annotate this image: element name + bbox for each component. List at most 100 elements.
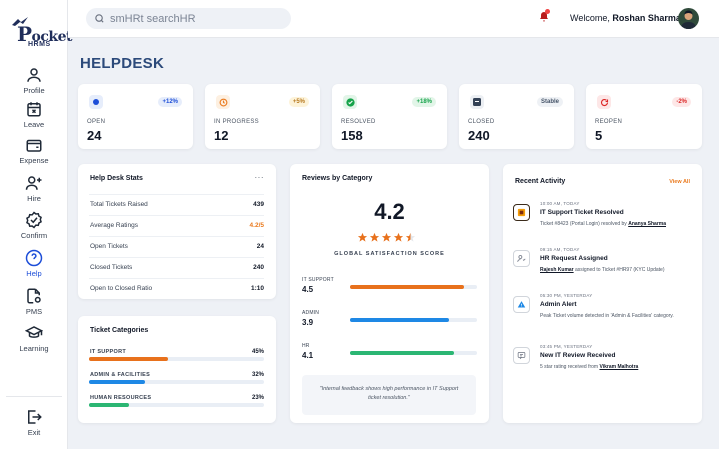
sidebar-item-label: Help — [26, 269, 42, 278]
search-icon — [95, 14, 104, 23]
stat-label: OPEN — [87, 119, 106, 125]
file-gear-icon — [27, 288, 41, 304]
logo-subtitle: HRMS — [28, 41, 51, 48]
more-options-icon[interactable]: ··· — [254, 173, 264, 182]
star-icon — [381, 232, 392, 242]
alert-icon — [513, 296, 530, 313]
progress-track — [89, 357, 264, 361]
sidebar-item-label: Profile — [23, 86, 45, 95]
activity-item[interactable]: 03:45 PM, YESTERDAY New IT Review Receiv… — [513, 344, 693, 391]
check-circle-icon — [343, 95, 357, 109]
stat-card-closed[interactable]: Stable CLOSED 240 — [459, 84, 574, 149]
sidebar-item-label: Expense — [19, 156, 49, 165]
logout-icon — [28, 410, 42, 424]
card-title: Recent Activity — [515, 178, 566, 185]
sidebar-divider — [6, 396, 62, 397]
wallet-icon — [26, 139, 42, 152]
sidebar-item-label: Exit — [27, 428, 41, 437]
card-title: Help Desk Stats — [90, 175, 143, 182]
page-title: HELPDESK — [80, 55, 165, 72]
sidebar-item-confirm[interactable]: Confirm — [0, 211, 68, 245]
sidebar-item-profile[interactable]: Profile — [0, 66, 68, 100]
search-input[interactable] — [110, 10, 280, 27]
refresh-icon — [597, 95, 611, 109]
star-half-icon — [405, 232, 416, 242]
stats-row: Average Ratings 4.2/5 — [89, 215, 264, 236]
stat-card-in-progress[interactable]: +5% IN PROGRESS 12 — [205, 84, 320, 149]
recent-activity-card: Recent Activity View All 10:00 AM, TODAY… — [503, 164, 702, 423]
progress-track — [350, 318, 477, 322]
activity-item[interactable]: 09:15 AM, TODAY HR Request Assigned Raje… — [513, 247, 693, 294]
bird-logo-icon — [12, 17, 28, 26]
search-bar[interactable] — [86, 8, 291, 29]
sidebar: Pocket HRMS Profile Leave Expense Hire C… — [0, 0, 72, 449]
review-row: ADMIN 3.9 — [302, 310, 478, 336]
sidebar-item-leave[interactable]: Leave — [0, 100, 68, 134]
reviews-card: Reviews by Category 4.2 GLOBAL SATISFACT… — [290, 164, 489, 423]
sidebar-item-hire[interactable]: Hire — [0, 174, 68, 208]
progress-track — [89, 403, 264, 407]
stat-label: IN PROGRESS — [214, 119, 259, 125]
star-icon — [369, 232, 380, 242]
review-row: HR 4.1 — [302, 343, 478, 369]
user-icon — [27, 68, 41, 82]
category-row: ADMIN & FACILITIES 32% — [89, 372, 264, 396]
sidebar-item-label: Leave — [23, 120, 45, 129]
sidebar-item-help[interactable]: Help — [0, 249, 68, 283]
star-icon — [357, 232, 368, 242]
sidebar-item-label: PMS — [25, 307, 43, 316]
stat-card-resolved[interactable]: +18% RESOLVED 158 — [332, 84, 447, 149]
logo-wordmark: Pocket — [17, 22, 72, 46]
archive-icon — [470, 95, 484, 109]
rating-score: 4.2 — [374, 199, 405, 224]
star-rating — [357, 232, 416, 243]
trend-badge: +18% — [412, 97, 436, 107]
notification-dot — [545, 9, 550, 14]
trend-badge: +12% — [158, 97, 182, 107]
card-title: Ticket Categories — [90, 327, 149, 334]
sidebar-item-label: Confirm — [20, 231, 48, 240]
badge-check-icon — [26, 211, 42, 229]
help-circle-icon — [25, 249, 43, 267]
activity-item[interactable]: 10:00 AM, TODAY IT Support Ticket Resolv… — [513, 201, 693, 248]
stats-row: Closed Tickets 240 — [89, 257, 264, 278]
pocket-hrms-logo[interactable]: Pocket HRMS — [9, 14, 72, 48]
sidebar-item-label: Hire — [27, 194, 41, 203]
trend-badge: +5% — [288, 97, 309, 107]
category-row: HUMAN RESOURCES 23% — [89, 395, 264, 419]
stat-card-open[interactable]: +12% OPEN 24 — [78, 84, 193, 149]
stat-value: 240 — [468, 128, 490, 143]
stat-value: 24 — [87, 128, 102, 143]
stat-label: CLOSED — [468, 119, 495, 125]
card-title: Reviews by Category — [302, 175, 373, 182]
stat-value: 5 — [595, 128, 603, 143]
view-all-link[interactable]: View All — [669, 179, 690, 185]
progress-fill — [89, 403, 130, 407]
sidebar-item-exit[interactable]: Exit — [0, 408, 68, 442]
activity-item[interactable]: 05:30 PM, YESTERDAY Admin Alert Peak Tic… — [513, 293, 693, 340]
progress-fill — [89, 357, 168, 361]
feedback-quote: "Internal feedback shows high performanc… — [302, 375, 476, 415]
stat-card-reopen[interactable]: -2% REOPEN 5 — [586, 84, 702, 149]
progress-fill — [89, 380, 145, 384]
progress-track — [89, 380, 264, 384]
bell-icon[interactable] — [538, 10, 550, 24]
clock-icon — [216, 95, 230, 109]
helpdesk-stats-card: Help Desk Stats ··· Total Tickets Raised… — [78, 164, 276, 299]
stats-row: Open to Closed Ratio 1:10 — [89, 278, 264, 299]
stats-row: Open Tickets 24 — [89, 236, 264, 257]
sidebar-item-pms[interactable]: PMS — [0, 287, 68, 321]
avatar[interactable] — [678, 8, 699, 29]
sidebar-item-learning[interactable]: Learning — [0, 324, 68, 358]
progress-fill — [350, 285, 465, 289]
progress-fill — [350, 318, 450, 322]
graduation-cap-icon — [25, 326, 43, 338]
trend-badge: Stable — [536, 97, 563, 107]
calendar-x-icon — [27, 102, 41, 117]
welcome-text: Welcome, Roshan Sharma — [570, 13, 681, 23]
sidebar-item-expense[interactable]: Expense — [0, 136, 68, 170]
circle-dot-icon — [89, 95, 103, 109]
ticket-categories-card: Ticket Categories IT SUPPORT 45% ADMIN & … — [78, 316, 276, 423]
ticket-icon — [513, 204, 530, 221]
user-plus-icon — [25, 176, 42, 190]
